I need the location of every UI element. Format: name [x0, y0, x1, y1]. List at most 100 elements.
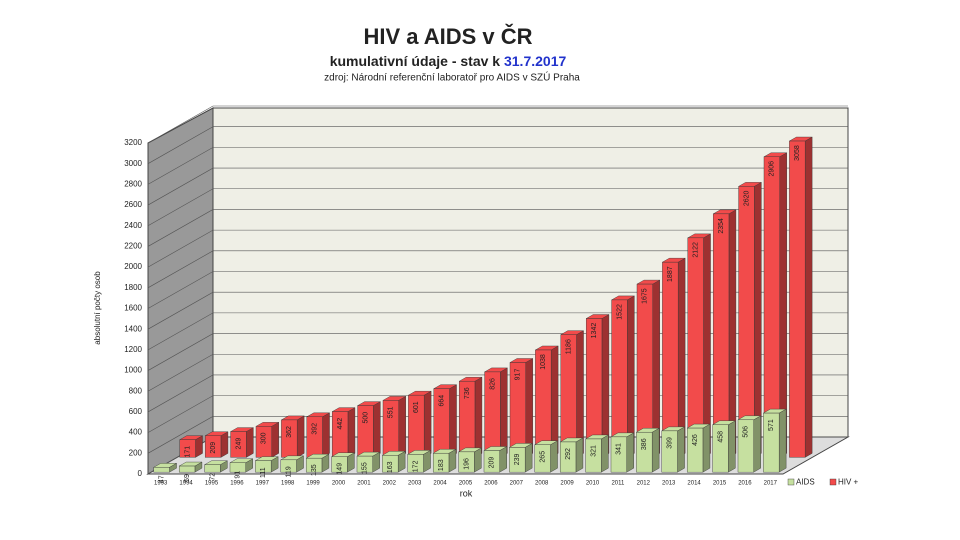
grid-line: [147, 105, 848, 144]
data-label: 321: [590, 445, 597, 457]
data-label: 442: [337, 418, 344, 430]
data-label: 249: [235, 438, 242, 450]
aids-bar-side: [575, 437, 584, 473]
data-label: 341: [616, 443, 623, 455]
aids-bar: [712, 424, 729, 473]
legend-swatch: [787, 478, 795, 486]
data-label: 2122: [693, 242, 700, 258]
y-tick-label: 400: [129, 428, 143, 437]
aids-bar: [610, 436, 627, 473]
aids-bar-side: [499, 446, 507, 473]
x-tick-label: 2000: [332, 481, 346, 487]
x-tick-label: 2008: [535, 481, 549, 487]
x-tick-label: 2015: [713, 481, 727, 487]
data-label: 155: [362, 462, 369, 474]
hiv-bar-side: [373, 401, 381, 458]
x-tick-label: 2003: [408, 481, 422, 487]
aids-bar-side: [778, 408, 787, 473]
aids-bar-side: [753, 415, 761, 473]
y-tick-label: 2800: [124, 179, 142, 188]
aids-bar: [661, 430, 678, 473]
y-tick-label: 800: [129, 386, 143, 395]
aids-bar: [356, 455, 373, 473]
aids-bar: [255, 460, 272, 473]
hiv-bar-side: [398, 396, 406, 458]
hiv-bar-side: [296, 415, 305, 458]
y-tick-label: 600: [129, 407, 143, 416]
grid-line: [147, 229, 848, 268]
y-axis-label: absolutní počty osob: [93, 271, 102, 345]
data-label: 551: [388, 406, 395, 418]
subtitle: kumulativní údaje - stav k: [330, 53, 501, 69]
grid-line: [147, 416, 848, 454]
x-tick-label: 2011: [611, 481, 625, 487]
grid-line: [147, 312, 848, 351]
y-tick-label: 1000: [124, 366, 142, 375]
data-label: 239: [514, 453, 521, 465]
grid-line: [147, 188, 848, 227]
y-tick-label: 2000: [124, 262, 142, 271]
data-label: 571: [768, 419, 775, 431]
x-tick-label: 1994: [179, 481, 193, 487]
grid-line: [147, 126, 848, 164]
y-tick-label: 200: [129, 448, 143, 457]
x-tick-label: 2001: [357, 481, 371, 487]
hiv-bar-side: [322, 412, 330, 458]
data-label: 399: [667, 437, 674, 449]
data-label: 2354: [718, 218, 725, 234]
aids-bar-side: [651, 427, 660, 473]
data-label: 163: [387, 461, 394, 473]
aids-bar: [280, 459, 297, 473]
hiv-bar-side: [449, 384, 457, 458]
aids-bar: [204, 464, 221, 473]
data-label: 72: [209, 473, 216, 481]
y-tick-label: 1800: [124, 283, 142, 292]
y-tick-label: 1200: [124, 345, 142, 354]
hiv-bar-side: [474, 376, 483, 458]
aids-bar: [178, 465, 196, 473]
hiv-bar-side: [246, 427, 254, 458]
data-label: 47: [159, 475, 166, 483]
x-tick-label: 2005: [459, 481, 473, 487]
aids-bar: [559, 441, 577, 473]
subtitle-date: 31.7.2017: [504, 53, 566, 69]
x-tick-label: 2014: [687, 481, 701, 487]
grid-line: [147, 167, 848, 206]
aids-bar: [509, 447, 526, 473]
x-tick-label: 2002: [383, 481, 397, 487]
aids-bar-side: [474, 447, 482, 473]
y-tick-label: 2200: [124, 242, 142, 251]
data-label: 135: [311, 464, 318, 476]
data-label: 458: [717, 431, 724, 443]
data-label: 171: [185, 446, 192, 458]
legend-swatch: [829, 478, 837, 486]
aids-bar: [585, 438, 602, 473]
data-label: 292: [565, 448, 572, 460]
data-label: 1342: [591, 323, 598, 339]
x-tick-label: 2012: [637, 481, 651, 487]
data-label: 59: [184, 474, 191, 482]
x-tick-label: 2006: [484, 481, 498, 487]
hiv-bar: [204, 435, 222, 458]
aids-bar: [686, 427, 704, 473]
source: zdroj: Národní referenční laboratoř pro …: [324, 71, 580, 84]
grid-line: [147, 147, 848, 185]
x-tick-label: 2017: [764, 481, 778, 487]
chart-subtitle: kumulativní údaje - stav k 31.7.2017: [330, 53, 567, 69]
x-tick-label: 2016: [738, 481, 752, 487]
hiv-bar-side: [423, 390, 432, 458]
aids-bar: [636, 432, 653, 473]
data-label: 196: [463, 458, 470, 470]
aids-bar: [407, 454, 424, 473]
hiv-bar-side: [220, 431, 229, 458]
x-tick-label: 1995: [205, 481, 219, 487]
aids-bar: [763, 412, 780, 473]
data-label: 183: [438, 459, 445, 471]
left-wall: [147, 107, 214, 475]
aids-bar-side: [702, 423, 711, 473]
data-label: 300: [261, 432, 268, 444]
data-label: 1675: [642, 288, 649, 304]
data-label: 265: [540, 451, 547, 463]
x-tick-label: 1993: [154, 481, 168, 487]
x-tick-label: 2009: [560, 481, 574, 487]
